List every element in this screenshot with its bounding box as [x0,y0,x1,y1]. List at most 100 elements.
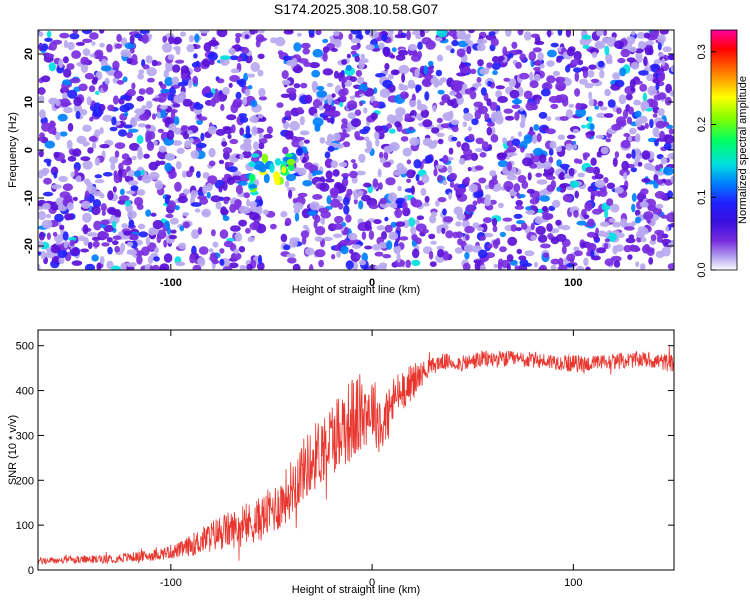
spectrum-blob [38,136,45,142]
spectrum-blob [110,162,116,171]
spectrum-blob [316,90,328,98]
spectrum-blob [87,147,94,154]
spectrum-blob [229,75,241,82]
spectrum-blob [411,199,423,208]
spectrum-blob [450,119,460,126]
spectrum-blob [357,30,362,39]
spectrum-blob [497,202,504,209]
spectrum-blob [442,216,454,223]
spectrum-blob [334,215,344,224]
spectrum-blob [608,218,616,223]
spectrum-blob [640,237,647,243]
spectrum-blob [625,93,633,101]
spectrum-blob [151,59,158,67]
spectrum-blob [348,33,353,40]
spectrum-blob [440,123,451,129]
x-tick-label: 0 [369,577,375,589]
spectrum-blob [99,42,105,48]
spectrum-blob [262,209,269,215]
spectrum-blob [312,194,323,200]
spectrum-blob [94,102,101,110]
spectrum-blob [378,42,385,50]
spectrum-blob [150,212,157,217]
spectrum-blob [197,227,202,235]
spectrum-blob [158,81,163,86]
spectrum-blob [219,248,225,254]
spectrum-blob [478,177,487,184]
spectrum-blob [416,215,425,220]
spectrum-blob [660,233,669,239]
spectrum-blob [98,231,110,240]
spectrum-blob [437,174,443,182]
spectrum-peak-blob [248,161,256,168]
spectrum-blob [338,89,347,97]
spectrum-blob [542,205,548,212]
spectrum-blob [249,115,259,123]
spectrum-blob [486,126,493,136]
spectrum-blob [203,86,211,94]
spectrum-blob [439,77,447,83]
spectrum-blob [476,38,488,45]
spectrum-blob [275,36,286,47]
spectrum-blob [121,223,128,229]
spectrum-blob [282,55,292,62]
spectrum-blob [430,240,437,245]
spectrum-blob [38,149,44,158]
spectrum-blob [99,30,105,34]
spectrum-blob [93,220,102,231]
spectrum-blob [292,263,301,270]
spectrum-blob [230,68,240,74]
spectrum-blob [506,174,517,181]
spectrum-blob [177,196,188,204]
spectrum-blob [329,198,341,208]
spectrum-blob [573,50,582,61]
spectrum-blob [603,30,607,37]
spectrum-blob [597,100,604,107]
spectrum-blob [596,190,602,197]
spectrum-blob [74,167,79,178]
spectrum-blob [669,90,674,97]
spectrum-blob [412,248,420,259]
spectrum-blob [58,175,68,183]
spectrum-blob [239,127,245,136]
spectrum-blob [493,263,498,269]
spectrum-blob [63,241,68,249]
spectrum-blob [383,47,391,58]
spectrum-blob [127,241,134,247]
spectrum-blob [536,133,542,143]
spectrum-blob [448,30,458,37]
spectrum-blob [43,177,52,185]
spectrum-blob [484,113,490,121]
spectrum-blob [162,42,173,53]
spectrum-blob [257,69,264,77]
spectrum-blob [220,103,225,112]
spectrum-blob [604,238,611,243]
spectrum-blob [514,265,520,270]
spectrum-blob [94,49,104,59]
spectrum-blob [532,147,544,157]
spectrum-blob [128,219,135,228]
spectrum-blob [368,203,379,210]
spectrum-blob [82,38,93,43]
spectrum-blob [40,250,47,260]
snr-series-line [38,346,674,566]
spectrum-blob [515,199,523,207]
spectrum-blob [599,221,610,227]
spectrum-blob [644,122,649,129]
spectrum-blob [107,190,114,201]
spectrum-blob [502,217,513,222]
spectrum-blob [655,203,664,209]
spectrum-blob [416,104,428,111]
spectrum-blob [545,128,556,135]
spectrum-blob [629,78,636,89]
spectrum-blob [631,149,636,159]
spectrum-blob [297,32,302,37]
spectrum-blob [525,101,536,111]
spectrum-blob [548,205,556,211]
spectrum-blob [536,179,548,185]
spectrum-blob [77,235,86,242]
spectrum-blob [354,55,360,63]
spectrum-blob [350,50,357,56]
spectrum-blob [456,141,462,148]
spectrum-blob [293,202,304,211]
